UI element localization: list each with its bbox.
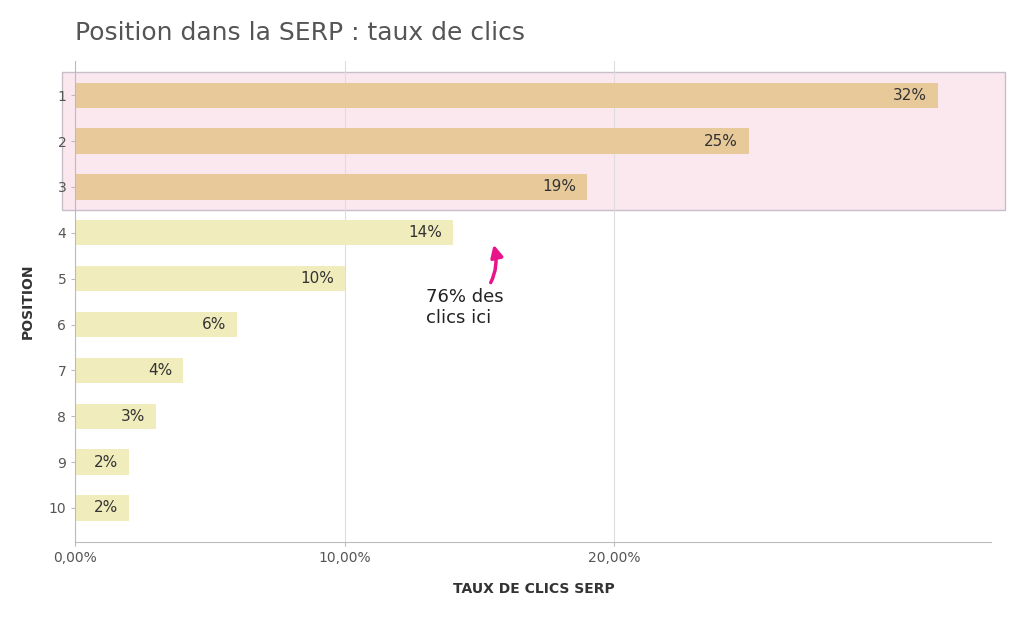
Text: 19%: 19% [543, 180, 577, 194]
Text: 25%: 25% [705, 133, 738, 149]
Bar [76, 83, 938, 108]
Y-axis label: POSITION: POSITION [20, 264, 35, 339]
Bar [76, 128, 749, 154]
Text: 2%: 2% [94, 455, 119, 470]
Text: Position dans la SERP : taux de clics: Position dans la SERP : taux de clics [76, 21, 525, 45]
Text: 3%: 3% [121, 408, 145, 424]
Text: 6%: 6% [202, 317, 226, 332]
FancyBboxPatch shape [61, 72, 1005, 210]
Bar [76, 174, 588, 199]
Bar [76, 358, 183, 383]
Bar [76, 495, 129, 521]
X-axis label: TAUX DE CLICS SERP: TAUX DE CLICS SERP [453, 582, 614, 596]
Bar [76, 449, 129, 474]
Text: 14%: 14% [408, 225, 441, 240]
Text: 10%: 10% [300, 271, 334, 286]
Bar [76, 220, 453, 246]
Text: 32%: 32% [893, 88, 927, 102]
Bar [76, 312, 237, 337]
Bar [76, 266, 345, 291]
Text: 4%: 4% [148, 363, 172, 378]
Text: 76% des
clics ici: 76% des clics ici [426, 249, 503, 326]
Bar [76, 404, 157, 429]
Text: 2%: 2% [94, 500, 119, 515]
